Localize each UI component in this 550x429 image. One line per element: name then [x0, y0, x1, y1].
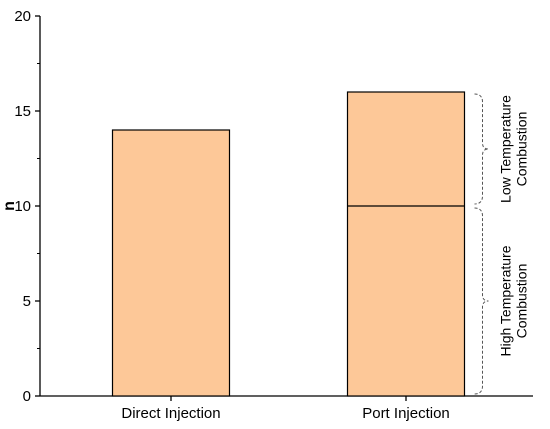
x-tick-label: Port Injection — [362, 405, 450, 422]
bars — [111, 91, 466, 397]
y-tick-label: 10 — [14, 198, 31, 215]
segment-annotation-line: Combustion — [514, 264, 530, 339]
brace — [474, 207, 489, 395]
x-tick-label: Direct Injection — [121, 405, 220, 422]
y-axis-label: n — [1, 201, 18, 211]
segment-annotation-line: Combustion — [514, 112, 530, 187]
bar — [346, 91, 466, 397]
segment-annotation-line: High Temperature — [498, 245, 514, 356]
y-tick-label: 15 — [14, 103, 31, 120]
y-tick-label: 5 — [23, 293, 31, 310]
y-tick-label: 20 — [14, 8, 31, 25]
brace — [474, 93, 489, 205]
segment-annotation-line: Low Temperature — [498, 95, 514, 203]
segment-annotation: Low TemperatureCombustion — [498, 95, 530, 203]
segment-annotation: High TemperatureCombustion — [498, 245, 530, 356]
bar — [111, 129, 231, 397]
y-tick-label: 0 — [23, 388, 31, 405]
